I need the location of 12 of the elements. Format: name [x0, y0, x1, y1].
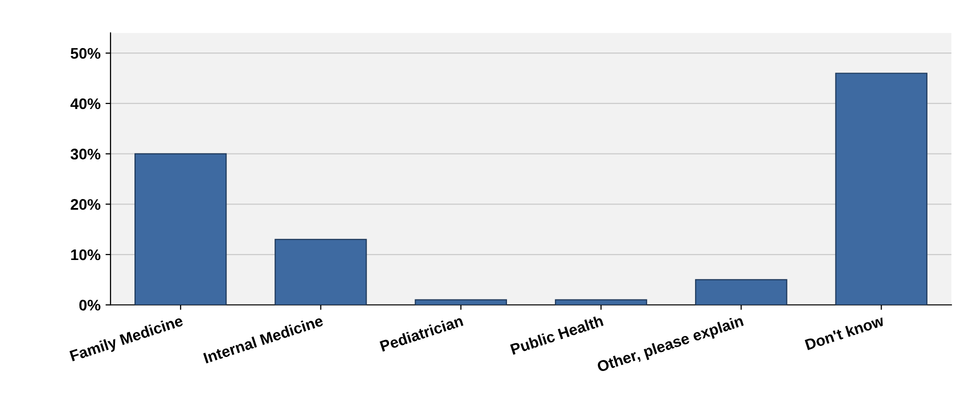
bar — [274, 238, 367, 305]
bar — [695, 279, 788, 305]
y-tick-label: 0% — [79, 300, 100, 311]
x-tick-label: Don't know — [804, 314, 885, 350]
y-tick-label: 10% — [71, 249, 100, 260]
bar — [134, 153, 227, 305]
bar — [835, 72, 928, 305]
x-tick-label: Public Health — [510, 314, 604, 355]
y-tick-label: 20% — [70, 199, 100, 210]
y-tick-label: 30% — [70, 148, 100, 160]
y-tick-label: 50% — [70, 48, 100, 59]
y-tick-label: 40% — [70, 98, 100, 110]
